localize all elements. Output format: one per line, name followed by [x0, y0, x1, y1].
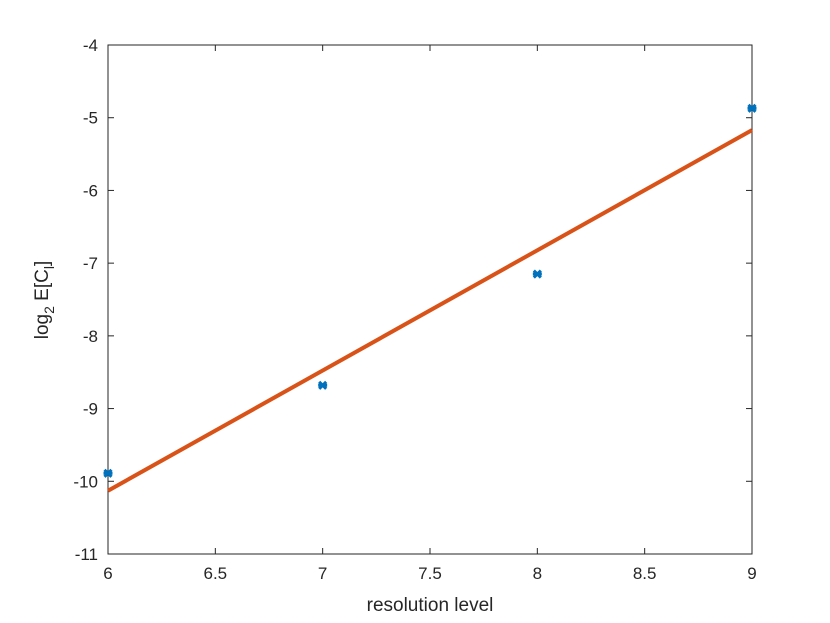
marker — [747, 103, 757, 113]
y-tick-label: -4 — [83, 36, 98, 55]
fit-line — [107, 128, 753, 493]
y-tick-label: -10 — [73, 472, 98, 491]
x-tick-label: 7.5 — [418, 564, 442, 583]
x-tick-label: 8.5 — [633, 564, 657, 583]
y-label-part: E[C — [32, 269, 53, 306]
marker — [318, 380, 328, 390]
y-tick-label: -5 — [83, 109, 98, 128]
x-tick-label: 6 — [103, 564, 112, 583]
x-tick-label: 7 — [318, 564, 327, 583]
y-label-sub: l — [41, 266, 57, 269]
y-tick-label: -6 — [83, 181, 98, 200]
y-tick-label: -7 — [83, 254, 98, 273]
marker — [103, 468, 113, 478]
marker — [532, 269, 542, 279]
y-label-part: log — [32, 314, 53, 339]
x-tick-label: 9 — [747, 564, 756, 583]
y-tick-label: -11 — [75, 545, 98, 564]
y-tick-label: -9 — [83, 400, 98, 419]
x-tick-label: 6.5 — [204, 564, 228, 583]
y-label-sub: 2 — [41, 306, 57, 314]
y-tick-label: -8 — [83, 327, 98, 346]
plot-frame — [107, 44, 753, 555]
y-axis-label: log2 E[Cl] — [32, 261, 57, 340]
x-tick-label: 8 — [533, 564, 542, 583]
y-label-part: ] — [32, 261, 53, 266]
x-axis-label: resolution level — [367, 595, 494, 616]
